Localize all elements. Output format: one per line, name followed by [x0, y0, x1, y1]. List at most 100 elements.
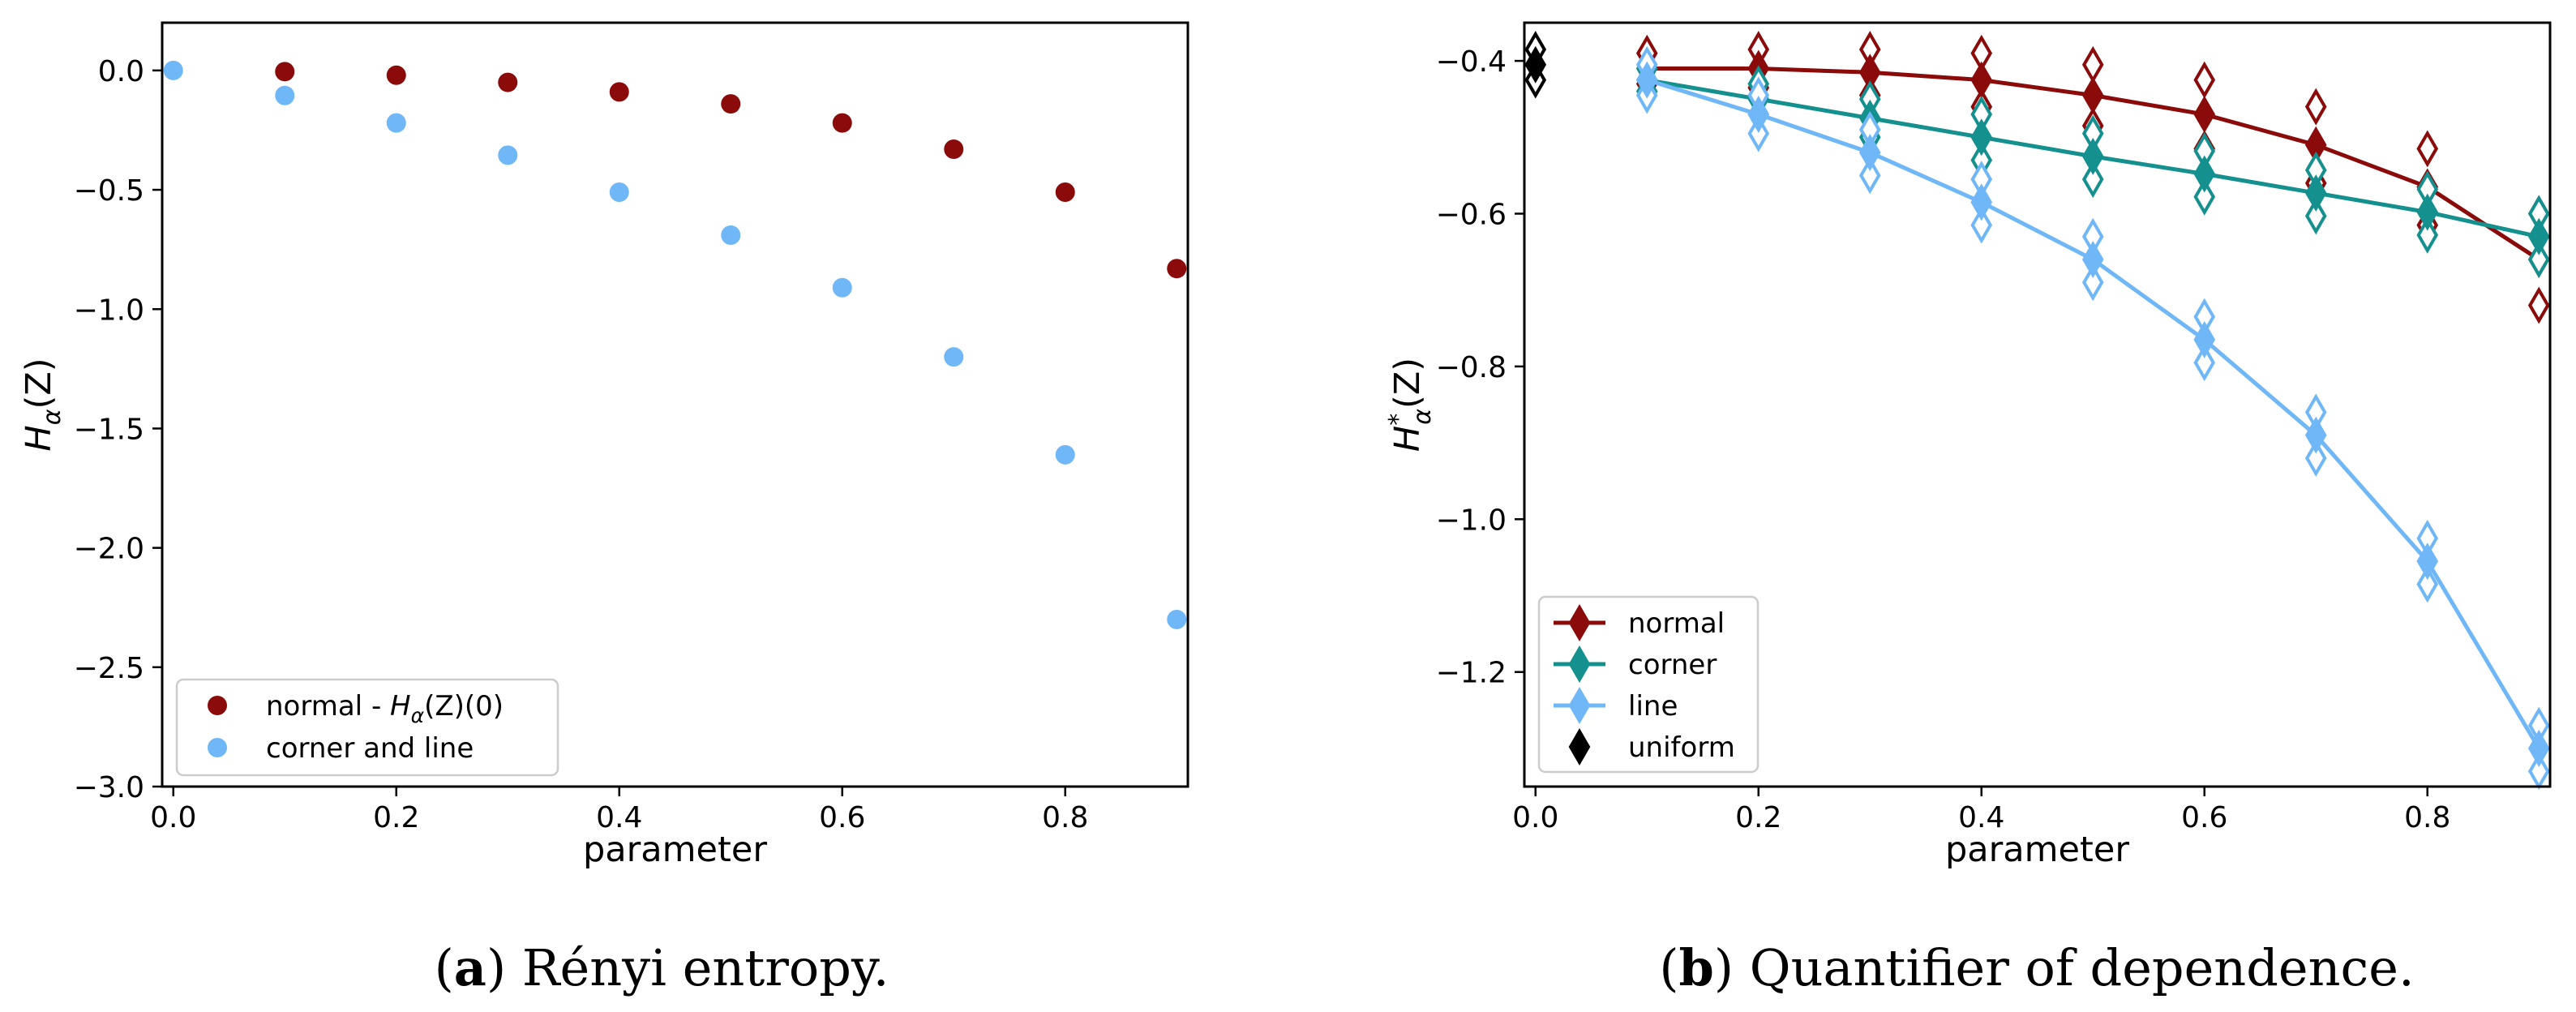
data-point	[832, 277, 852, 298]
replicate-marker-lower	[2416, 216, 2439, 254]
data-point	[1167, 259, 1187, 279]
mean-marker	[1970, 183, 1993, 221]
y-axis-label: Hα(Z)	[19, 358, 66, 451]
mean-marker	[1635, 61, 1658, 99]
series-normal-h-z-0-	[275, 62, 1187, 279]
mean-marker	[2081, 241, 2104, 279]
x-tick-label: 0.6	[819, 801, 865, 834]
mean-marker	[2416, 193, 2439, 231]
data-point	[944, 139, 964, 160]
replicate-marker-upper	[2416, 130, 2439, 168]
y-axis-label: H*α(Z)	[1384, 358, 1437, 452]
legend-label: corner	[1628, 649, 1717, 681]
legend-marker	[1568, 645, 1591, 683]
mean-marker	[2416, 542, 2439, 581]
x-tick-label: 0.0	[150, 801, 196, 834]
replicate-marker-lower	[2304, 439, 2327, 477]
x-tick-label: 0.2	[1735, 801, 1781, 834]
data-point	[386, 113, 406, 133]
data-point	[386, 65, 406, 85]
mean-marker	[1970, 61, 1993, 99]
data-point	[944, 347, 964, 367]
legend-marker	[1568, 728, 1591, 765]
x-tick-label: 0.8	[1042, 801, 1088, 834]
data-point	[498, 145, 518, 165]
mean-marker	[2527, 217, 2550, 255]
replicate-marker-lower	[2193, 178, 2216, 216]
data-point	[1167, 609, 1187, 629]
data-point	[163, 60, 183, 80]
mean-marker	[1858, 134, 1881, 172]
legend-label: normal - Hα(Z)(0)	[266, 690, 504, 727]
mean-marker	[1970, 118, 1993, 157]
mean-marker	[2304, 416, 2327, 454]
panel-caption: (a) Rényi entropy.	[435, 938, 889, 997]
mean-marker	[2081, 137, 2104, 175]
data-point	[721, 225, 741, 245]
replicate-marker-lower	[1858, 157, 1881, 195]
panel-a-renyi-entropy: 0.0 0.2 0.4 0.6 0.8 0.0 −0.5 −1.0 −1.5 −2.0 −2.5 −3…	[19, 21, 1189, 997]
legend-box	[175, 678, 559, 777]
replicate-marker-lower	[2527, 286, 2550, 324]
data-point	[275, 62, 295, 82]
y-tick-label: −2.0	[74, 533, 144, 566]
data-point	[832, 113, 852, 133]
replicate-marker-lower	[1970, 206, 1993, 244]
legend-label: line	[1628, 690, 1678, 723]
x-tick-label: 0.8	[2404, 801, 2450, 834]
y-tick-label: −0.5	[74, 174, 144, 208]
replicate-marker-lower	[2527, 241, 2550, 279]
replicate-marker-upper	[2304, 88, 2327, 126]
panel-b-quantifier-of-dependence: 0.0 0.2 0.4 0.6 0.8 −0.4 −0.6 −0.8 −1.0 −1.2 param…	[1384, 21, 2552, 997]
x-axis-label: parameter	[1945, 830, 2129, 870]
series-uniform	[1524, 30, 1547, 99]
data-point	[275, 85, 295, 105]
y-tick-label: −0.8	[1436, 351, 1507, 384]
legend-marker	[1568, 687, 1591, 724]
legend-marker	[1568, 604, 1591, 641]
mean-marker	[2193, 320, 2216, 358]
replicate-marker-lower	[2304, 197, 2327, 235]
x-tick-label: 0.4	[1958, 801, 2004, 834]
y-tick-label: −1.0	[74, 294, 144, 327]
x-axis-label: parameter	[583, 830, 767, 870]
y-tick-label: −1.5	[74, 413, 144, 446]
replicate-marker-lower	[2193, 344, 2216, 382]
mean-marker	[1524, 45, 1547, 84]
legend-marker	[208, 738, 227, 757]
mean-marker	[1747, 96, 1770, 134]
legend-label: normal	[1628, 607, 1725, 640]
y-tick-label: −0.6	[1436, 199, 1507, 232]
mean-marker	[2304, 174, 2327, 212]
x-tick-label: 0.4	[596, 801, 642, 834]
replicate-marker-lower	[2416, 565, 2439, 603]
y-tick-label: −1.2	[1436, 657, 1507, 690]
legend-label: corner and line	[266, 732, 474, 765]
y-tick-label: −3.0	[74, 771, 144, 804]
y-tick-label: −0.4	[1436, 45, 1507, 79]
legend: normal corner line uniform	[1537, 595, 1759, 774]
y-tick-label: −2.5	[74, 652, 144, 685]
replicate-marker-lower	[2081, 264, 2104, 302]
legend-marker	[208, 696, 227, 715]
x-tick-label: 0.0	[1512, 801, 1558, 834]
y-tick-label: 0.0	[98, 55, 144, 88]
data-point	[498, 72, 518, 92]
plot-frame	[161, 21, 1189, 788]
x-tick-label: 0.6	[2181, 801, 2227, 834]
data-point	[1055, 182, 1075, 203]
x-tick-label: 0.2	[373, 801, 419, 834]
panel-caption: (b) Quantifier of dependence.	[1659, 938, 2414, 997]
replicate-marker-upper	[2081, 45, 2104, 84]
data-point	[1055, 444, 1075, 465]
mean-marker	[2193, 96, 2216, 134]
series-corner-and-line	[163, 60, 1187, 629]
y-tick-label: −1.0	[1436, 504, 1507, 537]
mean-marker	[2081, 76, 2104, 114]
data-point	[609, 82, 629, 102]
mean-marker	[2527, 729, 2550, 767]
legend-label: uniform	[1628, 731, 1735, 764]
replicate-marker-lower	[1747, 114, 1770, 152]
legend: normal - Hα(Z)(0) corner and line	[175, 678, 559, 777]
